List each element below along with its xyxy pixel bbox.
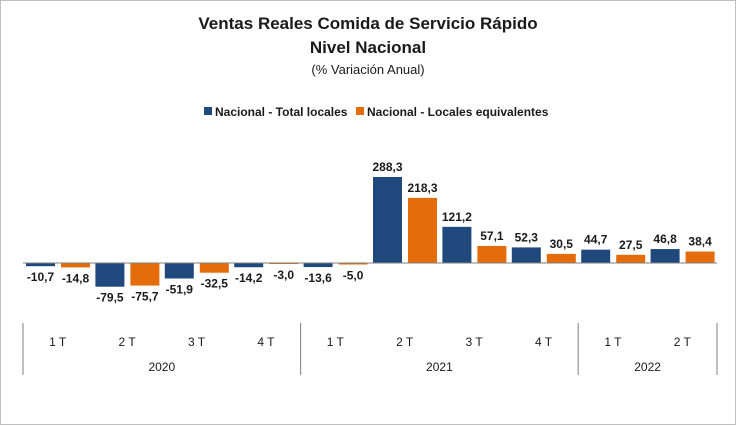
data-label-total-locales-6: 288,3 <box>372 160 402 174</box>
data-label-total-locales-5: -13,6 <box>304 271 332 285</box>
bar-locales-equivalentes-7 <box>477 245 507 263</box>
legend: Nacional - Total locales Nacional - Loca… <box>204 105 549 119</box>
bar-total-locales-7 <box>442 226 472 263</box>
legend-label-total-locales: Nacional - Total locales <box>215 105 348 119</box>
bar-locales-equivalentes-10 <box>685 251 715 263</box>
bar-total-locales-5 <box>303 263 333 268</box>
bar-total-locales-1 <box>26 263 55 267</box>
data-label-total-locales-8: 52,3 <box>515 230 539 244</box>
bar-total-locales-6 <box>373 177 402 263</box>
bar-locales-equivalentes-1 <box>61 263 90 268</box>
tick-label-quarter-1: 1 T <box>49 335 67 349</box>
data-label-locales-equivalentes-8: 30,5 <box>550 237 574 251</box>
tick-label-quarter-2: 2 T <box>119 335 137 349</box>
chart-subtitle: (% Variación Anual) <box>311 62 424 77</box>
tick-label-quarter-9: 1 T <box>604 335 622 349</box>
bar-total-locales-9 <box>581 249 611 263</box>
data-label-total-locales-2: -79,5 <box>96 291 124 305</box>
data-label-locales-equivalentes-3: -32,5 <box>201 277 229 291</box>
bar-total-locales-8 <box>511 247 541 263</box>
bar-locales-equivalentes-3 <box>199 263 229 273</box>
bar-total-locales-10 <box>650 249 680 263</box>
tick-label-quarter-4: 4 T <box>257 335 275 349</box>
data-label-total-locales-9: 44,7 <box>584 233 608 247</box>
data-label-locales-equivalentes-9: 27,5 <box>619 238 643 252</box>
bars-group <box>26 177 715 287</box>
data-label-total-locales-7: 121,2 <box>442 210 472 224</box>
bar-total-locales-2 <box>95 263 125 287</box>
tick-label-year-2020: 2020 <box>148 360 175 374</box>
data-label-locales-equivalentes-10: 38,4 <box>688 235 712 249</box>
data-label-total-locales-4: -14,2 <box>235 271 263 285</box>
data-label-locales-equivalentes-1: -14,8 <box>62 271 90 285</box>
legend-swatch-locales-equivalentes <box>356 107 364 115</box>
tick-label-quarter-5: 1 T <box>327 335 345 349</box>
bar-locales-equivalentes-6 <box>408 197 437 263</box>
bar-locales-equivalentes-9 <box>616 254 646 263</box>
tick-label-quarter-3: 3 T <box>188 335 206 349</box>
bar-total-locales-3 <box>164 263 194 279</box>
chart-title-line2: Nivel Nacional <box>310 38 426 57</box>
tick-label-year-2022: 2022 <box>634 360 661 374</box>
tick-label-quarter-7: 3 T <box>466 335 484 349</box>
tick-label-year-2021: 2021 <box>426 360 453 374</box>
data-label-locales-equivalentes-5: -5,0 <box>343 268 364 282</box>
legend-swatch-total-locales <box>204 107 212 115</box>
bar-locales-equivalentes-2 <box>130 263 160 286</box>
bar-locales-equivalentes-5 <box>338 263 368 265</box>
data-label-total-locales-1: -10,7 <box>27 270 55 284</box>
bar-total-locales-4 <box>234 263 264 268</box>
data-label-locales-equivalentes-7: 57,1 <box>480 229 504 243</box>
legend-label-locales-equivalentes: Nacional - Locales equivalentes <box>367 105 549 119</box>
category-axis: 1 T 2 T 3 T 4 T 1 T 2 T 3 T 4 T 1 T 2 T 2020 2021 20… <box>22 262 718 375</box>
data-labels-group: -10,7 -79,5 -51,9 -14,2 -13,6 288,3 121,2 52,3 4… <box>27 160 712 305</box>
bar-locales-equivalentes-8 <box>546 253 576 263</box>
tick-label-quarter-8: 4 T <box>535 335 553 349</box>
data-label-total-locales-3: -51,9 <box>166 282 194 296</box>
tick-label-quarter-6: 2 T <box>396 335 414 349</box>
data-label-total-locales-10: 46,8 <box>653 232 677 246</box>
tick-label-quarter-10: 2 T <box>674 335 692 349</box>
chart-title: Ventas Reales Comida de Servicio Rápido <box>198 14 537 33</box>
data-label-locales-equivalentes-6: 218,3 <box>407 181 437 195</box>
data-label-locales-equivalentes-4: -3,0 <box>273 268 294 282</box>
data-label-locales-equivalentes-2: -75,7 <box>131 290 159 304</box>
